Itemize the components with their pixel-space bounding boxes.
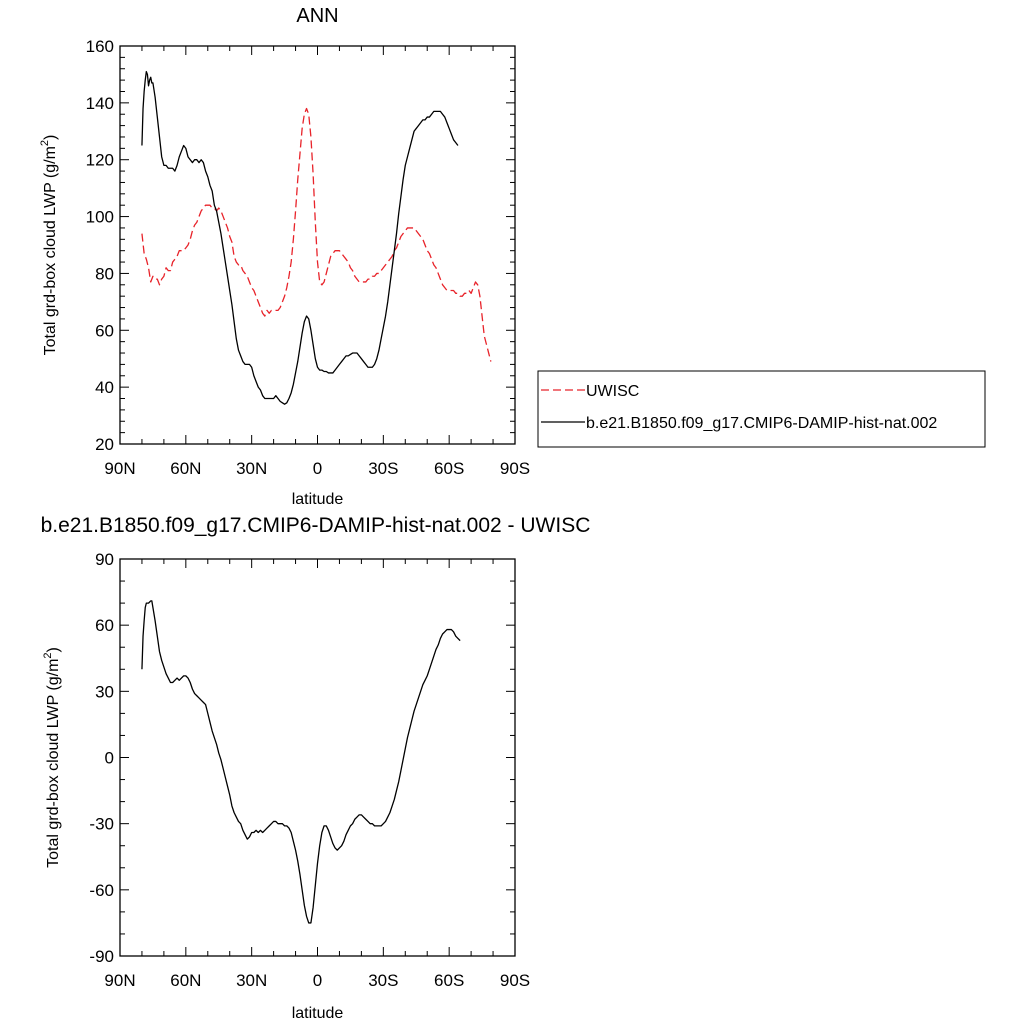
y-tick-label: 30 [95, 682, 114, 701]
y-tick-label: 120 [86, 151, 114, 170]
y-tick-label: 20 [95, 435, 114, 454]
y-axis-label-close: ) [42, 135, 59, 140]
y-axis-label-close: ) [45, 647, 62, 652]
legend: UWISC b.e21.B1850.f09_g17.CMIP6-DAMIP-his… [537, 370, 986, 448]
y-axis-label: Total grd-box cloud LWP (g/m2) [39, 135, 59, 356]
x-tick-label: 0 [313, 971, 322, 990]
y-tick-label: -60 [89, 881, 114, 900]
x-tick-label: 30S [368, 459, 398, 478]
y-tick-label: 0 [105, 749, 114, 768]
y-axis-label-main: Total grd-box cloud LWP (g/m [42, 146, 59, 355]
legend-label: b.e21.B1850.f09_g17.CMIP6-DAMIP-hist-nat… [586, 415, 937, 432]
x-tick-label: 90S [500, 459, 530, 478]
y-tick-label: 140 [86, 94, 114, 113]
y-tick-label: 90 [95, 550, 114, 569]
plot-frame [119, 45, 516, 445]
x-tick-label: 30N [236, 971, 267, 990]
chart-1: ANN 90N 60N 30N 0 30S 60S 90S 20 40 60 80 100 120 140 1… [39, 5, 986, 508]
y-axis-label-superscript: 2 [39, 140, 51, 146]
x-tick-label: 60S [434, 971, 464, 990]
y-tick-label: 160 [86, 37, 114, 56]
x-tick-label: 60S [434, 459, 464, 478]
y-tick-label: 60 [95, 616, 114, 635]
x-tick-label: 30N [236, 459, 267, 478]
y-tick-label: 40 [95, 378, 114, 397]
series-line-difference [141, 600, 461, 924]
x-tick-label: 90N [104, 459, 135, 478]
series-line-uwisc [141, 107, 492, 362]
x-tick-label: 0 [313, 459, 322, 478]
legend-frame [537, 370, 986, 448]
x-tick-label: 60N [170, 459, 201, 478]
y-tick-label: 100 [86, 208, 114, 227]
plot-frame [119, 558, 516, 957]
legend-label: UWISC [586, 383, 639, 400]
chart-title: ANN [296, 5, 338, 27]
x-tick-label: 30S [368, 971, 398, 990]
x-tick-label: 90S [500, 971, 530, 990]
x-tick-label: 60N [170, 971, 201, 990]
x-tick-label: 90N [104, 971, 135, 990]
y-tick-label: 60 [95, 321, 114, 340]
y-axis-label: Total grd-box cloud LWP (g/m2) [42, 647, 62, 868]
y-axis-label-superscript: 2 [42, 652, 54, 658]
y-tick-label: -30 [89, 815, 114, 834]
chart-title: b.e21.B1850.f09_g17.CMIP6-DAMIP-hist-nat… [41, 514, 591, 537]
y-axis-label-main: Total grd-box cloud LWP (g/m [45, 659, 62, 868]
chart-2: b.e21.B1850.f09_g17.CMIP6-DAMIP-hist-nat… [41, 514, 591, 1022]
series-line-model [141, 70, 459, 405]
x-axis-label: latitude [292, 1005, 344, 1022]
x-axis-label: latitude [292, 491, 344, 508]
y-tick-label: -90 [89, 947, 114, 966]
y-tick-label: 80 [95, 264, 114, 283]
